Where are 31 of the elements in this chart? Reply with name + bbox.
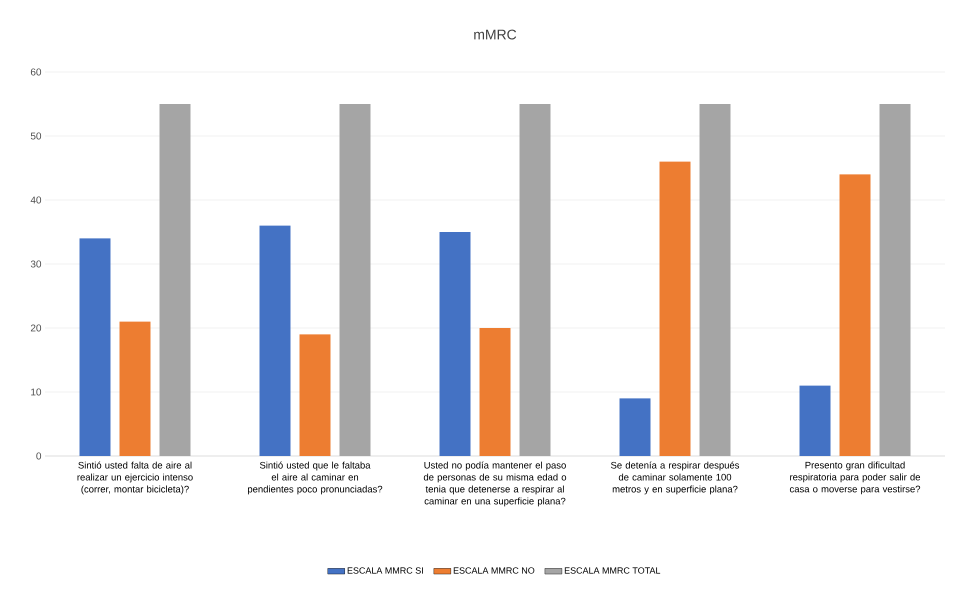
bar [800,386,831,456]
bar [520,104,551,456]
bar [160,104,191,456]
bar [120,322,151,456]
y-tick-label: 0 [36,452,42,460]
x-tick-label: Se detenía a respirar después de caminar solamente 100 metros y en superficie plana? [610,462,740,494]
bar [440,232,471,456]
legend-label: ESCALA MMRC SI [348,567,423,574]
y-tick-label: 60 [30,68,42,76]
bar [480,328,511,456]
bar [300,334,331,456]
chart-title: mMRC [474,30,516,40]
bar [260,226,291,456]
x-tick-label: Sintió usted que le faltaba el aire al caminar en pendientes poco pronunciadas? [248,462,382,494]
y-tick-label: 10 [31,388,42,396]
y-tick-label: 50 [30,132,42,140]
y-tick-label: 30 [30,260,42,268]
bar [700,104,731,456]
legend-label: ESCALA MMRC TOTAL [564,567,660,574]
legend-label: ESCALA MMRC NO [454,567,534,574]
y-tick-label: 20 [30,324,42,332]
bar [660,162,691,456]
x-tick-label: Usted no podía mantener el paso de personas de su misma edad o tenia que detenerse a respirar al caminar en una superficie plana? [424,462,566,506]
x-tick-label: Sintió usted falta de aire al realizar un ejercicio intenso (correr, montar bicicleta)? [77,462,193,494]
y-tick-label: 40 [30,196,42,204]
bar [620,398,651,456]
bar [840,174,871,456]
bar [80,238,110,456]
bar [340,104,371,456]
x-tick-label: Presento gran dificultad respiratoria para poder salir de casa o moverse para vestirse? [790,462,920,494]
bar [880,104,911,456]
